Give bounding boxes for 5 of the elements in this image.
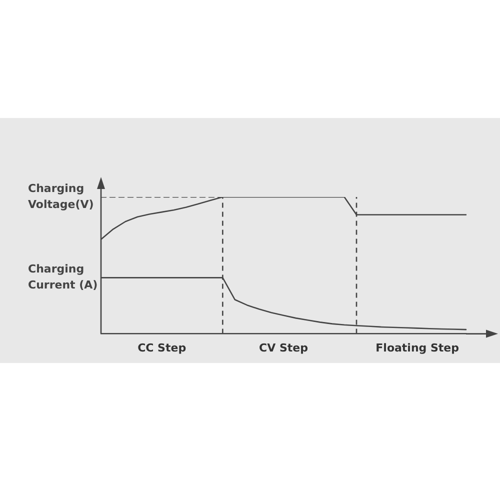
x-tick-label: CV Step [259,341,308,354]
x-tick-label: CC Step [138,341,186,354]
x-tick-label: Floating Step [376,341,460,354]
series-label: Charging Current (A) [28,262,98,292]
legend-label: Charging Voltage(V) [28,182,94,211]
